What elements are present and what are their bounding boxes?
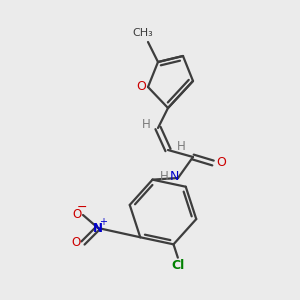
Text: H: H bbox=[142, 118, 150, 130]
Text: −: − bbox=[77, 200, 87, 214]
Text: O: O bbox=[72, 208, 82, 221]
Text: O: O bbox=[71, 236, 81, 250]
Text: N: N bbox=[93, 221, 103, 235]
Text: N: N bbox=[169, 170, 179, 184]
Text: O: O bbox=[136, 80, 146, 94]
Text: +: + bbox=[99, 217, 107, 227]
Text: CH₃: CH₃ bbox=[133, 28, 153, 38]
Text: H: H bbox=[160, 170, 168, 184]
Text: O: O bbox=[216, 157, 226, 169]
Text: H: H bbox=[177, 140, 185, 152]
Text: Cl: Cl bbox=[171, 259, 184, 272]
